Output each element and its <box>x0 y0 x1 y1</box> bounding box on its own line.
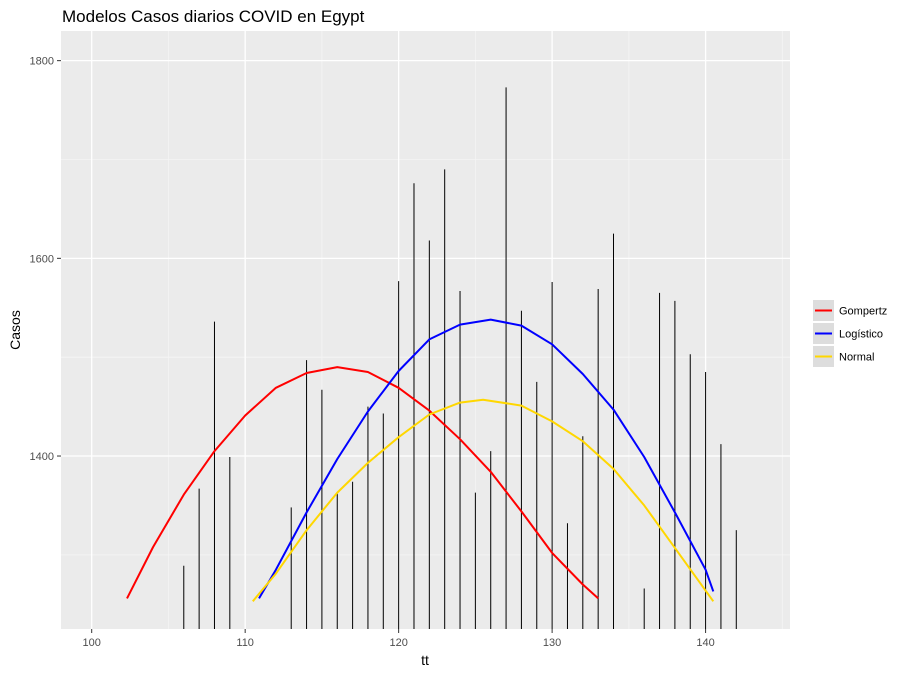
plot-panel <box>61 31 790 629</box>
x-tick-label: 100 <box>83 637 101 649</box>
grid-minor <box>61 31 790 629</box>
series-line-gompertz <box>126 366 599 600</box>
chart-title: Modelos Casos diarios COVID en Egypt <box>62 7 365 26</box>
y-tick-label: 1400 <box>30 451 54 463</box>
x-tick-label: 110 <box>236 637 254 649</box>
legend: Gompertz Logístico Normal <box>813 300 887 367</box>
x-tick-label: 130 <box>543 637 561 649</box>
y-axis-ticks: 1400 1600 1800 <box>30 56 61 463</box>
y-axis-title: Casos <box>7 310 23 350</box>
y-tick-label: 1600 <box>30 253 54 265</box>
legend-label: Logístico <box>839 329 883 341</box>
legend-label: Gompertz <box>839 306 887 318</box>
series-line-logístico <box>258 318 715 599</box>
data-bars <box>183 87 737 629</box>
x-axis-title: tt <box>421 652 429 668</box>
x-tick-label: 140 <box>696 637 714 649</box>
series-line-normal <box>252 398 715 602</box>
model-lines <box>126 318 715 602</box>
x-tick-label: 120 <box>389 637 407 649</box>
x-axis-ticks: 100 110 120 130 140 <box>83 629 715 649</box>
legend-label: Normal <box>839 352 874 364</box>
y-tick-label: 1800 <box>30 56 54 68</box>
